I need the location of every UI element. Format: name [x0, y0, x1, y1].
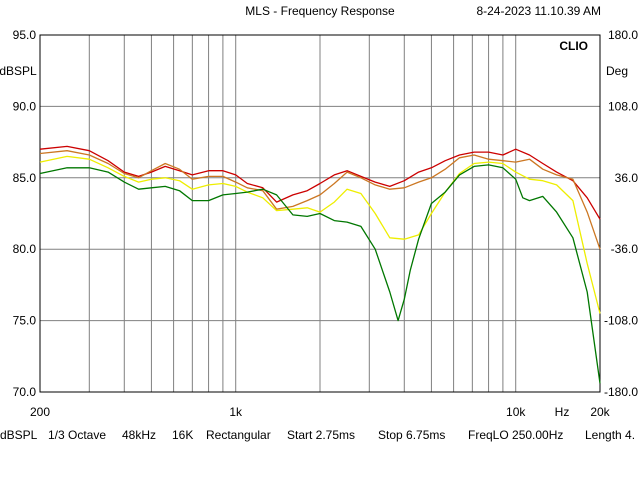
chart-grid [40, 35, 600, 392]
chart-timestamp: 8-24-2023 11.10.39 AM [476, 4, 601, 18]
series-line [39, 164, 601, 384]
footer-item: Stop 6.75ms [378, 428, 445, 442]
brand-label: CLIO [559, 39, 588, 53]
footer-info: dBSPL 1/3 Octave 48kHz 16K Rectangular Start … [0, 428, 635, 442]
y-tick-label: 80.0 [13, 242, 37, 256]
series-line [39, 145, 601, 220]
chart-title: MLS - Frequency Response [245, 4, 395, 18]
y-tick-label: 70.0 [13, 385, 37, 399]
plot-frame [39, 34, 601, 393]
footer-item: 48kHz [122, 428, 156, 442]
y-tick-label: 75.0 [13, 314, 37, 328]
footer-item: Start 2.75ms [287, 428, 355, 442]
x-tick-labels: 200 1k 10k 20k [30, 405, 611, 419]
y-axis-label: dBSPL [0, 64, 37, 78]
y2-tick-label: -108.0 [604, 314, 638, 328]
x-tick-label: 10k [506, 405, 526, 419]
footer-item: FreqLO 250.00Hz [468, 428, 563, 442]
x-tick-label: 200 [30, 405, 50, 419]
series-line [39, 150, 601, 250]
chart-series [39, 145, 601, 384]
y-tick-label: 90.0 [13, 99, 37, 113]
y2-tick-label: -180.0 [604, 385, 638, 399]
y-tick-label: 85.0 [13, 171, 37, 185]
y2-tick-label: 180.0 [608, 28, 638, 42]
footer-item: dBSPL [0, 428, 38, 442]
y-tick-label: 95.0 [13, 28, 37, 42]
x-tick-label: 1k [229, 405, 243, 419]
footer-item: Rectangular [206, 428, 271, 442]
series-line [39, 155, 601, 314]
y2-axis-label: Deg [606, 64, 628, 78]
y2-tick-labels: 180.0 108.0 36.0 -36.0 -108.0 -180.0 [604, 28, 638, 399]
y2-tick-label: 36.0 [615, 171, 639, 185]
footer-item: 16K [172, 428, 193, 442]
y-tick-labels: 95.0 90.0 85.0 80.0 75.0 70.0 [13, 28, 37, 399]
footer-item: Length 4. [585, 428, 635, 442]
footer-item: 1/3 Octave [48, 428, 106, 442]
x-unit-label: Hz [555, 405, 570, 419]
y2-tick-label: -36.0 [611, 242, 639, 256]
y2-tick-label: 108.0 [608, 99, 638, 113]
x-tick-label: 20k [590, 405, 610, 419]
